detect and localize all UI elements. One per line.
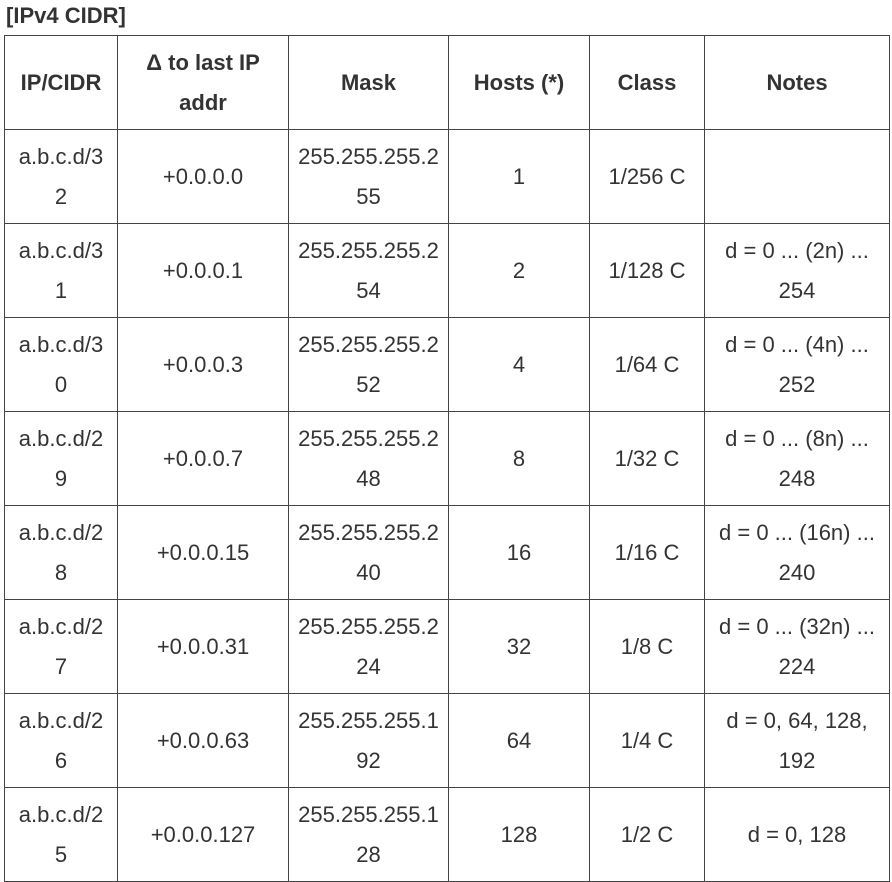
table-cell: 1/32 C	[589, 411, 705, 506]
column-header: Class	[589, 35, 705, 130]
table-cell: +0.0.0.1	[117, 223, 289, 318]
table-cell: d = 0 ... (8n) ... 248	[704, 411, 890, 506]
table-cell: a.b.c.d/26	[4, 693, 118, 788]
table-cell: 1/2 C	[589, 787, 705, 882]
table-cell: a.b.c.d/28	[4, 505, 118, 600]
table-cell: +0.0.0.0	[117, 129, 289, 224]
cidr-table: IP/CIDR Δ to last IP addr Mask Hosts (*) Cla…	[4, 35, 890, 882]
table-cell: d = 0, 64, 128, 192	[704, 693, 890, 788]
table-cell: +0.0.0.3	[117, 317, 289, 412]
table-cell: 128	[448, 787, 590, 882]
table-cell: a.b.c.d/27	[4, 599, 118, 694]
table-cell: +0.0.0.127	[117, 787, 289, 882]
table-row: a.b.c.d/25 +0.0.0.127 255.255.255.128 128 1/…	[4, 787, 890, 882]
table-cell: a.b.c.d/32	[4, 129, 118, 224]
table-cell: d = 0 ... (32n) ... 224	[704, 599, 890, 694]
table-row: a.b.c.d/32 +0.0.0.0 255.255.255.255 1 1/256 …	[4, 129, 890, 224]
table-cell: 8	[448, 411, 590, 506]
table-cell: +0.0.0.31	[117, 599, 289, 694]
table-cell: a.b.c.d/31	[4, 223, 118, 318]
table-cell: 255.255.255.128	[288, 787, 449, 882]
table-cell: a.b.c.d/30	[4, 317, 118, 412]
table-cell: +0.0.0.7	[117, 411, 289, 506]
table-cell: 4	[448, 317, 590, 412]
table-cell: 16	[448, 505, 590, 600]
table-cell: 32	[448, 599, 590, 694]
table-cell: 64	[448, 693, 590, 788]
table-cell: 1/4 C	[589, 693, 705, 788]
section-title: [IPv4 CIDR]	[6, 3, 126, 28]
table-cell: d = 0 ... (2n) ... 254	[704, 223, 890, 318]
table-cell: d = 0 ... (4n) ... 252	[704, 317, 890, 412]
table-cell: 1/256 C	[589, 129, 705, 224]
table-cell: 1/64 C	[589, 317, 705, 412]
table-cell: 255.255.255.254	[288, 223, 449, 318]
table-cell: a.b.c.d/25	[4, 787, 118, 882]
table-row: a.b.c.d/28 +0.0.0.15 255.255.255.240 16 1/16…	[4, 505, 890, 600]
column-header: Δ to last IP addr	[117, 35, 289, 130]
table-cell: 1	[448, 129, 590, 224]
column-header: Hosts (*)	[448, 35, 590, 130]
column-header: Mask	[288, 35, 449, 130]
table-cell: 255.255.255.248	[288, 411, 449, 506]
table-cell: +0.0.0.63	[117, 693, 289, 788]
table-row: a.b.c.d/31 +0.0.0.1 255.255.255.254 2 1/128 …	[4, 223, 890, 318]
table-cell: 1/16 C	[589, 505, 705, 600]
header-row: IP/CIDR Δ to last IP addr Mask Hosts (*) Cla…	[4, 35, 890, 130]
table-cell: 255.255.255.252	[288, 317, 449, 412]
table-cell: 255.255.255.255	[288, 129, 449, 224]
table-cell: 255.255.255.192	[288, 693, 449, 788]
table-cell: 255.255.255.240	[288, 505, 449, 600]
table-cell: a.b.c.d/29	[4, 411, 118, 506]
table-cell: 1/8 C	[589, 599, 705, 694]
table-row: a.b.c.d/26 +0.0.0.63 255.255.255.192 64 1/4 …	[4, 693, 890, 788]
table-cell: +0.0.0.15	[117, 505, 289, 600]
table-cell: 1/128 C	[589, 223, 705, 318]
table-body: a.b.c.d/32 +0.0.0.0 255.255.255.255 1 1/256 …	[4, 129, 890, 882]
table-cell	[704, 129, 890, 224]
table-row: a.b.c.d/30 +0.0.0.3 255.255.255.252 4 1/64 C…	[4, 317, 890, 412]
table-cell: 255.255.255.224	[288, 599, 449, 694]
column-header: Notes	[704, 35, 890, 130]
table-row: a.b.c.d/29 +0.0.0.7 255.255.255.248 8 1/32 C…	[4, 411, 890, 506]
column-header: IP/CIDR	[4, 35, 118, 130]
table-cell: 2	[448, 223, 590, 318]
table-cell: d = 0 ... (16n) ... 240	[704, 505, 890, 600]
table-cell: d = 0, 128	[704, 787, 890, 882]
table-row: a.b.c.d/27 +0.0.0.31 255.255.255.224 32 1/8 …	[4, 599, 890, 694]
page: [IPv4 CIDR] IP/CIDR Δ to last IP addr Mask…	[4, 3, 890, 882]
